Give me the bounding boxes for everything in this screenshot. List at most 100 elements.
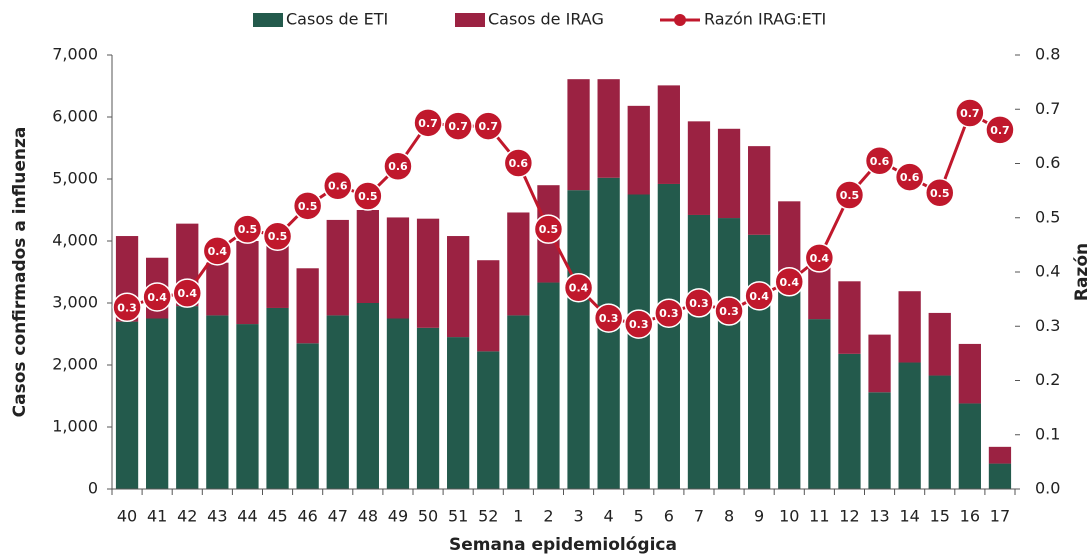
ratio-marker [262,221,293,251]
ratio-marker [864,146,895,176]
value-label: 0.5 [358,190,378,203]
bar-segment [507,212,530,316]
legend-label: Casos de IRAG [488,10,604,29]
value-label: 0.6 [509,157,529,170]
x-tick-label: 13 [869,507,889,526]
x-tick-label: 14 [899,507,919,526]
ratio-marker [383,151,413,181]
legend-swatch [455,13,485,27]
value-label: 0.3 [629,318,649,331]
value-label: 0.3 [659,307,679,320]
bar-segment [657,85,680,184]
ratio-marker [503,148,534,178]
ratio-marker [684,288,714,318]
bar-segment [266,234,289,308]
bar-segment [447,337,470,489]
ratio-marker [624,309,654,339]
x-tick-label: 17 [990,507,1010,526]
x-tick-label: 3 [573,507,583,526]
ratio-marker [292,191,323,221]
x-tick-label: 10 [779,507,799,526]
y2-tick-label: 0.4 [1035,262,1060,281]
y-tick-label: 1,000 [52,417,98,436]
bar-segment [808,319,831,489]
value-label: 0.4 [780,276,800,289]
bar-segment [236,324,259,489]
bar-segment [296,343,319,489]
bar-segment [868,334,891,393]
ratio-marker [323,170,353,201]
x-tick-label: 52 [478,507,498,526]
legend-marker [674,14,686,26]
ratio-marker [353,181,383,211]
bar-segment [236,241,259,325]
value-label: 0.6 [900,171,920,184]
ratio-marker [804,243,835,273]
bar-segment [988,446,1012,464]
x-tick-label: 50 [418,507,438,526]
ratio-marker [473,111,503,141]
y-tick-label: 0 [88,479,98,498]
legend-label: Casos de ETI [286,10,388,29]
x-tick-label: 2 [543,507,553,526]
ratio-marker [202,236,233,266]
bar-segment [838,353,861,489]
x-tick-label: 47 [328,507,348,526]
value-label: 0.5 [840,189,860,202]
value-label: 0.6 [388,160,408,173]
value-label: 0.7 [418,117,438,130]
x-axis-title: Semana epidemiológica [449,535,677,555]
bar-segment [326,219,349,316]
value-label: 0.5 [930,187,950,200]
x-tick-label: 1 [513,507,523,526]
bar-segment [627,105,650,195]
bar-segment [928,375,951,489]
y-tick-label: 5,000 [52,169,98,188]
value-label: 0.7 [448,120,468,133]
bar-segment [477,260,500,352]
y2-tick-label: 0.3 [1035,316,1060,335]
ratio-marker [985,115,1015,145]
bar-segment [507,315,530,489]
bar-segment [808,265,831,320]
x-tick-label: 11 [809,507,829,526]
x-tick-label: 6 [664,507,674,526]
y2-tick-label: 0.8 [1035,45,1060,64]
bar-segment [416,327,440,489]
x-tick-label: 15 [930,507,950,526]
value-label: 0.5 [268,230,288,243]
y2-axis-title: Razón [1072,243,1091,301]
bar-segment [206,315,229,489]
bar-segment [386,217,410,319]
x-tick-label: 4 [604,507,614,526]
y-tick-label: 2,000 [52,355,98,374]
value-label: 0.3 [719,305,739,318]
ratio-marker [774,267,804,297]
bar-segment [778,290,801,489]
value-label: 0.4 [178,287,198,300]
bar-segment [988,463,1012,489]
x-tick-label: 49 [388,507,408,526]
bar-segment [567,190,590,489]
x-tick-label: 46 [297,507,317,526]
value-label: 0.4 [208,245,228,258]
bar-segment [206,262,229,316]
ratio-marker [413,108,443,138]
ratio-marker [232,214,263,244]
x-tick-label: 16 [960,507,980,526]
value-label: 0.5 [238,223,258,236]
bar-segment [898,362,921,489]
ratio-marker [563,272,594,303]
bar-segment [838,281,861,354]
bar-segment [356,210,379,303]
ratio-marker [894,162,925,192]
x-tick-label: 7 [694,507,704,526]
value-label: 0.6 [870,155,890,168]
value-label: 0.4 [147,291,167,304]
ratio-marker [443,111,473,141]
bar-segment [176,306,199,489]
bar-segment [296,268,319,344]
value-label: 0.3 [599,312,619,325]
ratio-marker [593,303,624,333]
value-label: 0.7 [960,107,980,120]
